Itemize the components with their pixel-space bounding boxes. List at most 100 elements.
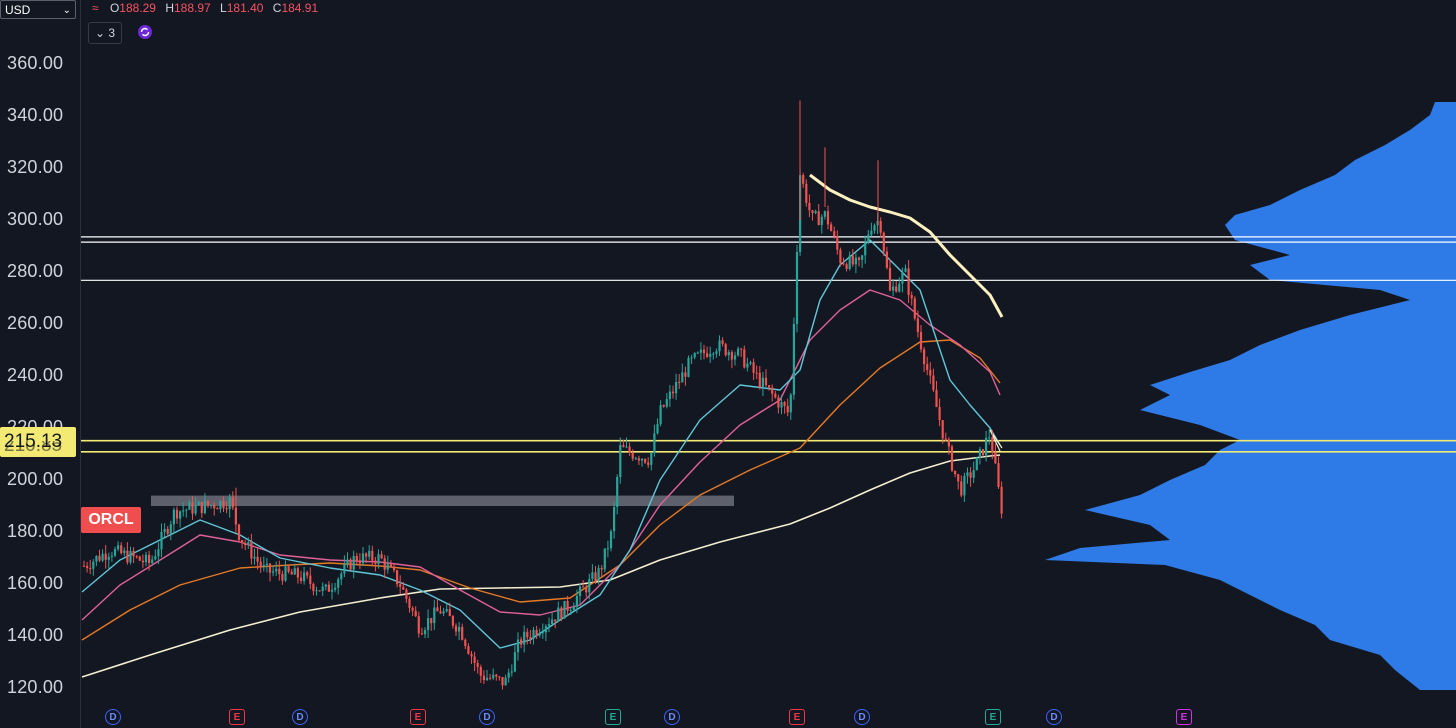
candle-body	[588, 579, 591, 593]
currency-selector[interactable]: USD ⌄	[0, 0, 76, 19]
price-tick: 320.00	[7, 157, 64, 177]
candle-body	[113, 549, 117, 556]
candle-body	[541, 632, 544, 634]
candle-body	[228, 497, 231, 510]
candle-body	[169, 524, 172, 534]
earnings-event-icon[interactable]: E	[789, 709, 805, 725]
candle-body	[489, 677, 492, 679]
candle-body	[485, 677, 489, 681]
candle-body	[414, 610, 417, 617]
candle-body	[200, 501, 203, 514]
candle-body	[746, 363, 749, 368]
earnings-event-icon[interactable]: E	[605, 709, 621, 725]
candle-body	[454, 625, 458, 632]
ticker-label: ORCL	[81, 507, 141, 533]
candle-body	[507, 672, 510, 678]
candle-body	[895, 286, 898, 292]
candle-body	[358, 561, 361, 564]
price-tick: 120.00	[7, 677, 64, 697]
candle-body	[117, 545, 120, 550]
dividend-event-icon[interactable]: D	[854, 709, 870, 725]
candle-body	[296, 568, 299, 578]
candle-body	[98, 555, 101, 561]
candle-body	[557, 607, 560, 622]
candle-body	[941, 420, 944, 439]
candle-body	[148, 554, 151, 563]
candle-body	[247, 542, 250, 546]
candle-body	[92, 561, 95, 569]
candle-body	[160, 531, 163, 550]
dividend-event-icon[interactable]: D	[292, 709, 308, 725]
candle-body	[473, 656, 476, 663]
candle-body	[795, 251, 799, 324]
candle-body	[132, 550, 135, 557]
candle-body	[377, 554, 380, 564]
price-axis[interactable]	[0, 0, 81, 728]
current-price-label: 215.13	[4, 431, 63, 452]
earnings-event-icon[interactable]: E	[985, 709, 1001, 725]
candle-body	[625, 446, 628, 448]
candle-body	[318, 590, 321, 592]
candle-body	[609, 531, 613, 549]
open-label: O	[109, 1, 120, 15]
price-tick: 340.00	[7, 105, 64, 125]
earnings-event-icon[interactable]: E	[410, 709, 426, 725]
candle-body	[910, 295, 913, 299]
ma-200-line	[81, 454, 1001, 678]
dividend-event-icon[interactable]: D	[105, 709, 121, 725]
dividend-event-icon[interactable]: D	[1046, 709, 1062, 725]
candle-body	[761, 377, 764, 388]
candle-body	[504, 677, 507, 686]
candle-body	[1000, 486, 1003, 514]
candle-body	[892, 286, 895, 291]
earnings-event-icon[interactable]: E	[1176, 709, 1192, 725]
candle-body	[321, 586, 324, 592]
candle-body	[724, 343, 727, 356]
candle-body	[566, 601, 569, 611]
candle-body	[919, 332, 923, 350]
candle-body	[997, 463, 1000, 487]
candle-body	[213, 504, 216, 509]
candle-body	[706, 353, 709, 357]
candle-body	[907, 268, 910, 296]
candle-body	[792, 323, 795, 395]
candle-body	[349, 559, 352, 570]
candle-body	[430, 618, 433, 624]
candle-body	[523, 631, 526, 645]
candle-body	[647, 462, 650, 465]
dividend-event-icon[interactable]: D	[479, 709, 495, 725]
candle-body	[467, 646, 470, 654]
indicators-toggle-button[interactable]: ⌄ 3	[88, 22, 122, 44]
candle-body	[259, 561, 262, 567]
candle-body	[309, 575, 312, 584]
candle-body	[789, 394, 792, 413]
high-label: H	[165, 1, 174, 15]
refresh-icon[interactable]	[137, 24, 153, 40]
candle-body	[733, 355, 737, 360]
dividend-event-icon[interactable]: D	[664, 709, 680, 725]
candle-body	[411, 607, 414, 611]
candle-body	[805, 183, 808, 203]
candle-body	[126, 550, 129, 563]
candle-body	[95, 555, 98, 562]
price-chart[interactable]	[81, 0, 1456, 728]
candle-body	[954, 470, 957, 475]
candle-body	[991, 437, 994, 453]
candle-body	[216, 508, 219, 510]
candle-body	[755, 372, 758, 374]
indicator-count: 3	[108, 26, 116, 40]
candle-body	[107, 556, 110, 560]
candle-body	[526, 631, 529, 638]
candle-body	[888, 267, 892, 291]
candle-body	[479, 666, 482, 676]
candle-body	[668, 391, 671, 400]
candle-body	[495, 674, 498, 677]
candle-body	[752, 362, 755, 373]
earnings-event-icon[interactable]: E	[229, 709, 245, 725]
high-value: 188.97	[174, 1, 211, 15]
candle-body	[737, 348, 740, 356]
candle-body	[885, 251, 888, 268]
candle-body	[179, 511, 182, 519]
chevron-down-icon: ⌄	[94, 26, 106, 40]
candle-body	[138, 556, 141, 561]
